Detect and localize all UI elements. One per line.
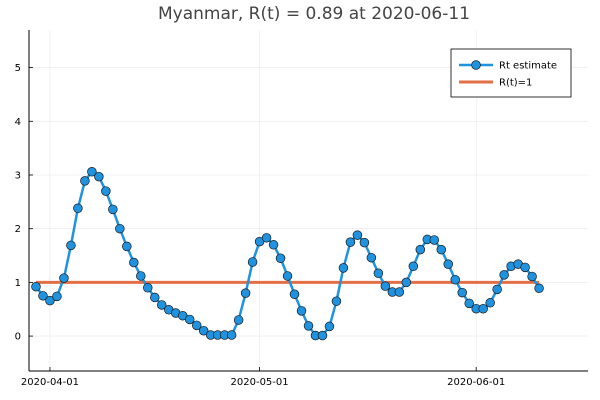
- data-point: [289, 289, 300, 299]
- ticks: 0 1 2 3 4 5 2020-04-01 2020-05-01 2020-06-01: [15, 63, 506, 388]
- data-point: [261, 233, 272, 243]
- y-tick-label: 2: [15, 224, 21, 235]
- data-point: [143, 283, 153, 293]
- data-point: [108, 204, 118, 215]
- data-point: [198, 325, 209, 336]
- data-point: [450, 274, 460, 285]
- x-tick-label: 2020-06-01: [447, 377, 505, 388]
- data-point: [59, 273, 69, 283]
- legend-box: [450, 48, 572, 98]
- y-tick-label: 0: [15, 332, 21, 343]
- data-point: [233, 315, 244, 325]
- data-point: [338, 263, 349, 273]
- data-point: [499, 270, 509, 280]
- data-point: [366, 252, 377, 263]
- data-point: [247, 257, 258, 267]
- data-point: [303, 321, 314, 331]
- data-point: [408, 261, 419, 272]
- series-layer: [31, 167, 544, 341]
- data-point: [492, 284, 502, 295]
- data-point: [282, 271, 293, 281]
- data-point: [415, 244, 426, 255]
- data-point: [345, 237, 356, 247]
- data-point: [380, 281, 391, 291]
- data-point: [534, 283, 544, 294]
- data-point: [359, 237, 370, 248]
- data-point: [226, 330, 237, 340]
- data-point: [66, 240, 76, 251]
- data-point: [73, 203, 83, 214]
- y-tick-label: 4: [15, 117, 21, 128]
- data-point: [115, 223, 125, 234]
- data-point: [443, 259, 454, 269]
- data-point: [478, 303, 488, 314]
- data-point: [268, 240, 279, 250]
- data-point: [401, 277, 412, 288]
- data-point: [457, 287, 467, 298]
- chart-title: Myanmar, R(t) = 0.89 at 2020-06-11: [158, 4, 470, 24]
- data-point: [136, 271, 146, 281]
- legend-label-rt1: R(t)=1: [499, 78, 532, 89]
- data-point: [157, 300, 167, 310]
- data-point: [520, 262, 530, 273]
- data-point: [80, 176, 90, 186]
- y-tick-label: 3: [15, 170, 21, 181]
- data-point: [129, 257, 139, 268]
- data-point: [31, 281, 41, 292]
- data-point: [191, 320, 202, 331]
- data-point: [324, 321, 335, 332]
- data-point: [184, 314, 195, 325]
- data-point: [101, 186, 111, 196]
- data-point: [464, 298, 474, 309]
- data-point: [52, 291, 62, 302]
- data-point: [275, 253, 286, 263]
- data-point: [485, 298, 495, 308]
- data-point: [527, 271, 537, 282]
- data-point: [38, 291, 48, 301]
- axes: [28, 30, 588, 372]
- data-point: [352, 230, 363, 240]
- y-tick-label: 5: [15, 63, 21, 74]
- data-point: [122, 241, 132, 252]
- data-point: [94, 171, 104, 182]
- data-point: [429, 235, 440, 245]
- legend-marker-rt-estimate: [471, 60, 481, 70]
- legend-label-rt-estimate: Rt estimate: [499, 61, 557, 72]
- x-tick-label: 2020-04-01: [21, 377, 79, 388]
- data-point: [45, 295, 55, 306]
- data-point: [436, 244, 447, 255]
- data-point: [331, 296, 342, 306]
- data-point: [317, 330, 328, 341]
- data-point: [150, 292, 160, 303]
- legend: Rt estimate R(t)=1: [450, 48, 572, 98]
- series-rt-estimate-line: [34, 170, 541, 337]
- data-point: [87, 167, 97, 177]
- data-point: [373, 268, 384, 279]
- data-point: [394, 287, 405, 297]
- data-point: [296, 306, 307, 316]
- data-point: [240, 288, 251, 298]
- y-tick-label: 1: [15, 278, 21, 289]
- x-tick-label: 2020-05-01: [231, 377, 289, 388]
